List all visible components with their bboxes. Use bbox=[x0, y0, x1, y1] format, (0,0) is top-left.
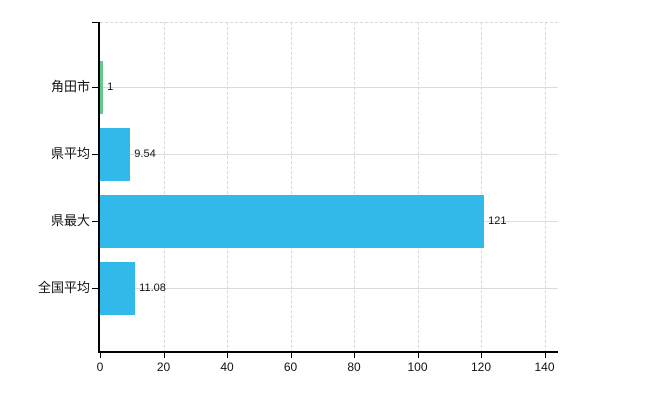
value-label: 1 bbox=[107, 81, 114, 93]
y-axis-tick bbox=[92, 288, 100, 289]
x-tick-label: 40 bbox=[220, 360, 234, 374]
y-axis-tick bbox=[92, 87, 100, 88]
vertical-gridline bbox=[417, 22, 419, 353]
x-axis-tick bbox=[481, 353, 482, 358]
vertical-gridline bbox=[544, 22, 546, 353]
bar-県最大 bbox=[100, 194, 485, 248]
y-axis-tick bbox=[92, 154, 100, 155]
x-tick-label: 0 bbox=[96, 360, 104, 374]
value-label: 11.08 bbox=[139, 282, 166, 294]
x-tick-label: 120 bbox=[470, 360, 492, 374]
x-tick-label: 100 bbox=[407, 360, 428, 374]
x-axis-tick bbox=[100, 353, 101, 358]
bar-県平均 bbox=[100, 127, 131, 181]
x-axis-tick bbox=[290, 353, 292, 358]
horizontal-gridline bbox=[100, 87, 558, 88]
plot-top-border bbox=[100, 22, 558, 23]
x-axis-tick bbox=[354, 353, 355, 358]
value-label: 9.54 bbox=[134, 148, 156, 160]
bar-全国平均 bbox=[100, 261, 136, 315]
y-axis-tick bbox=[92, 221, 100, 222]
vertical-gridline bbox=[227, 22, 228, 353]
y-axis-top-tick bbox=[92, 22, 100, 23]
category-label: 角田市 bbox=[50, 79, 90, 94]
x-tick-label: 80 bbox=[347, 360, 361, 374]
y-axis-line bbox=[98, 22, 100, 353]
x-axis-tick bbox=[417, 353, 419, 358]
x-tick-label: 20 bbox=[156, 360, 171, 374]
x-axis-tick bbox=[227, 353, 228, 358]
horizontal-gridline bbox=[100, 154, 558, 155]
horizontal-gridline bbox=[100, 288, 558, 289]
vertical-gridline bbox=[163, 22, 165, 353]
category-label: 県平均 bbox=[50, 146, 90, 161]
x-tick-label: 140 bbox=[534, 360, 555, 374]
vertical-gridline bbox=[481, 22, 482, 353]
x-axis-tick bbox=[163, 353, 165, 358]
category-label: 県最大 bbox=[50, 213, 90, 228]
vertical-gridline bbox=[290, 22, 292, 353]
bar-角田市 bbox=[100, 60, 104, 114]
x-axis-line bbox=[98, 351, 558, 353]
category-label: 全国平均 bbox=[37, 280, 90, 295]
x-tick-label: 60 bbox=[283, 360, 298, 374]
x-axis-tick bbox=[544, 353, 546, 358]
vertical-gridline bbox=[354, 22, 355, 353]
value-label: 121 bbox=[488, 215, 507, 227]
